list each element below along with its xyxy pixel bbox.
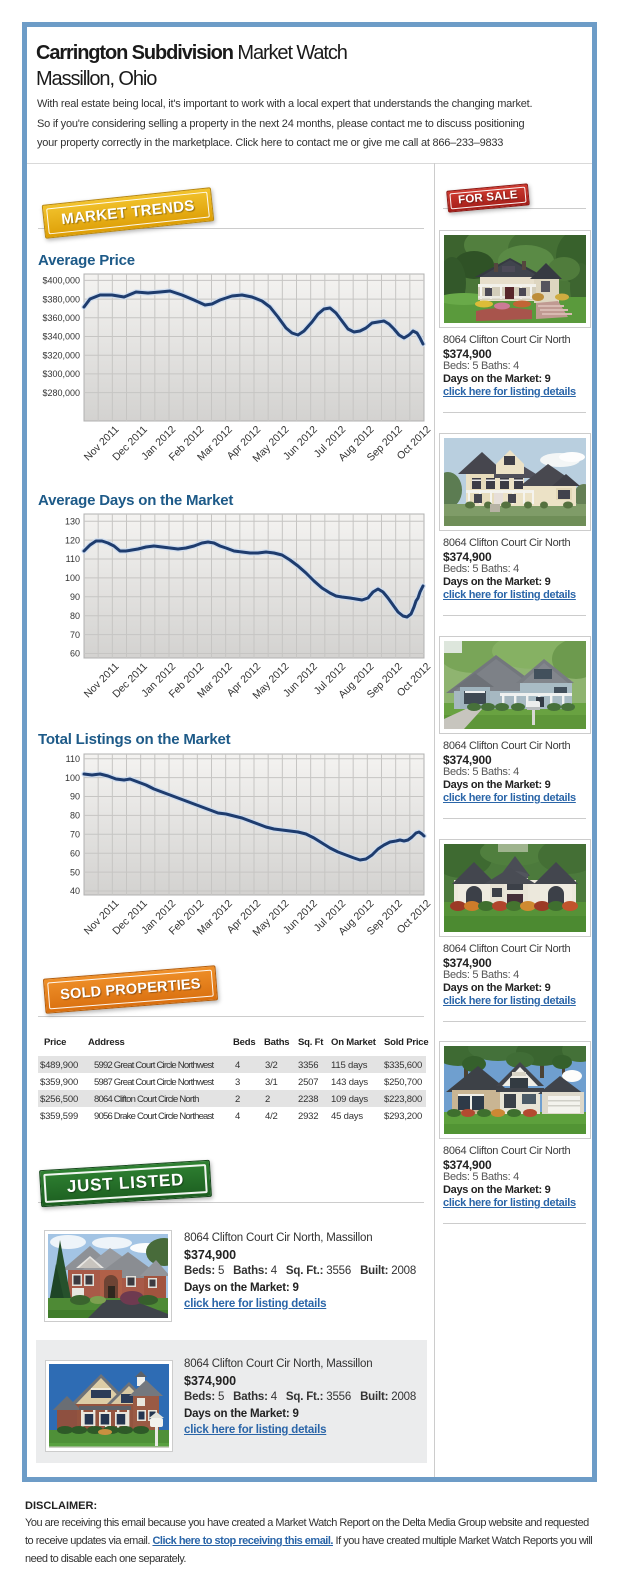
svg-text:90: 90	[70, 592, 80, 602]
svg-text:90: 90	[70, 792, 80, 802]
svg-text:130: 130	[65, 516, 80, 526]
svg-text:$360,000: $360,000	[42, 313, 80, 323]
svg-text:$280,000: $280,000	[42, 388, 80, 398]
svg-text:120: 120	[65, 535, 80, 545]
svg-text:80: 80	[70, 811, 80, 821]
svg-text:80: 80	[70, 611, 80, 621]
svg-text:40: 40	[70, 886, 80, 896]
svg-text:70: 70	[70, 630, 80, 640]
svg-text:$380,000: $380,000	[42, 294, 80, 304]
svg-text:70: 70	[70, 830, 80, 840]
svg-text:50: 50	[70, 867, 80, 877]
svg-text:$320,000: $320,000	[42, 350, 80, 360]
svg-text:$300,000: $300,000	[42, 369, 80, 379]
svg-text:60: 60	[70, 848, 80, 858]
svg-text:$400,000: $400,000	[42, 276, 80, 286]
svg-text:110: 110	[66, 754, 80, 764]
svg-text:100: 100	[65, 773, 80, 783]
svg-text:110: 110	[66, 554, 80, 564]
svg-text:$340,000: $340,000	[42, 332, 80, 342]
svg-text:100: 100	[65, 573, 80, 583]
svg-text:60: 60	[70, 649, 80, 659]
